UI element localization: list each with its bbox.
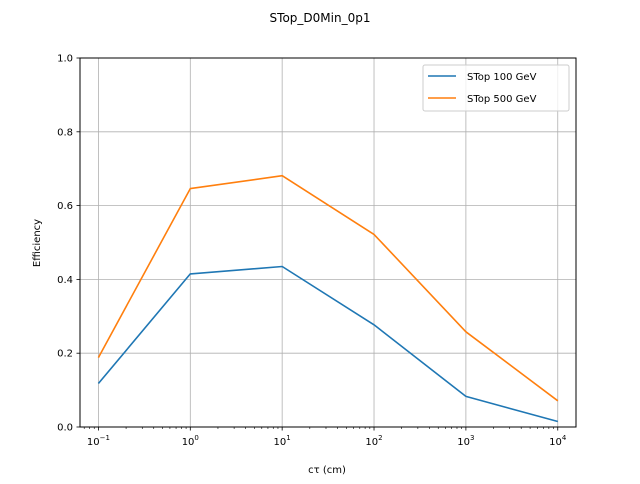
x-axis-label: cτ (cm) bbox=[308, 465, 346, 476]
y-axis-label: Efficiency bbox=[32, 219, 43, 267]
y-tick-label: 0.2 bbox=[57, 349, 73, 360]
legend: STop 100 GeV STop 500 GeV bbox=[423, 65, 569, 111]
chart-title: STop_D0Min_0p1 bbox=[270, 11, 371, 25]
y-tick-label: 0.4 bbox=[57, 275, 73, 286]
y-tick-label: 0.8 bbox=[57, 127, 73, 138]
legend-label-0: STop 100 GeV bbox=[467, 72, 537, 83]
y-tick-label: 1.0 bbox=[57, 54, 73, 65]
legend-label-1: STop 500 GeV bbox=[467, 94, 537, 105]
y-tick-label: 0.0 bbox=[57, 423, 73, 434]
y-tick-label: 0.6 bbox=[57, 201, 73, 212]
